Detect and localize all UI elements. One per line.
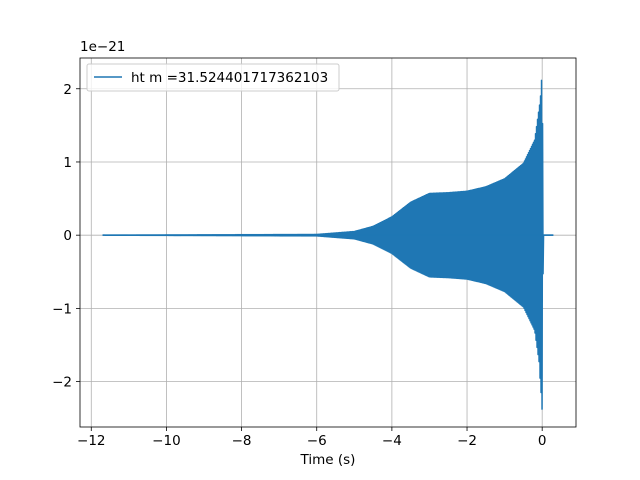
- legend: ht m =31.524401717362103: [86, 63, 340, 92]
- legend-box: [86, 63, 340, 92]
- x-axis-label: Time (s): [300, 452, 356, 468]
- x-tick-label: −2: [457, 433, 477, 449]
- x-tick-label: 0: [538, 433, 547, 449]
- x-tick-label: −6: [307, 433, 327, 449]
- y-tick-label: −1: [52, 301, 72, 317]
- y-tick-label: 1: [63, 155, 72, 171]
- x-tick-label: −10: [152, 433, 181, 449]
- plot-frame: [79, 57, 577, 428]
- y-offset-label: 1e−21: [80, 39, 125, 55]
- legend-entry: ht m =31.524401717362103: [131, 70, 328, 86]
- y-tick-label: −2: [52, 375, 72, 391]
- x-tick-label: −8: [232, 433, 252, 449]
- x-tick-label: −4: [382, 433, 402, 449]
- y-tick-label: 0: [63, 228, 72, 244]
- waveform-series: [102, 79, 554, 410]
- y-tick-label: 2: [63, 82, 72, 98]
- x-axis-ticks: −12 −10 −8 −6 −4 −2 0: [77, 427, 546, 449]
- y-axis-ticks: −2 −1 0 1 2: [52, 82, 80, 391]
- x-tick-label: −12: [77, 433, 106, 449]
